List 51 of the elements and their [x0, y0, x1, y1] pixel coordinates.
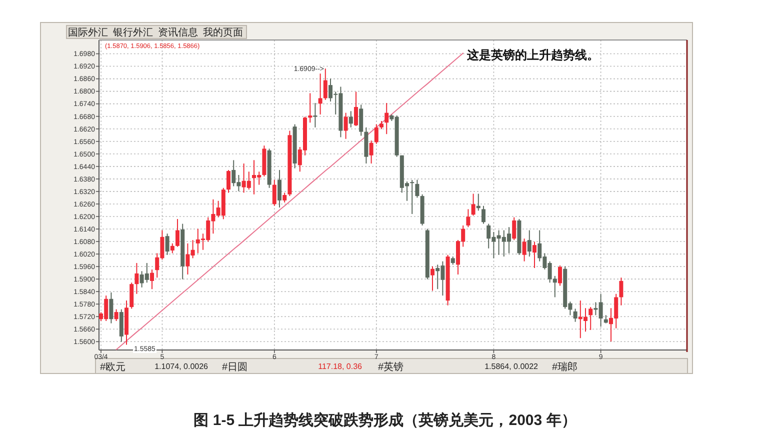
text: #欧元	[100, 362, 126, 373]
candlestick	[588, 306, 593, 330]
candlestick	[354, 91, 358, 126]
candlestick	[527, 230, 532, 258]
candlestick	[130, 282, 134, 310]
candlestick	[522, 238, 526, 262]
candlestick	[272, 179, 276, 206]
text: 资讯信息	[158, 26, 198, 38]
candlestick	[415, 179, 420, 198]
candlestick	[619, 277, 624, 306]
candlestick	[176, 218, 180, 248]
candlestick	[532, 241, 536, 269]
candlestick	[109, 292, 114, 324]
candlestick	[170, 242, 174, 254]
candlestick	[573, 308, 578, 322]
text: #日圆	[222, 362, 248, 373]
candlestick	[369, 140, 374, 164]
candlestick	[150, 268, 154, 290]
annotation: 这是英镑的上升趋势线。	[466, 48, 599, 62]
candlestick	[344, 112, 348, 140]
candlestick	[313, 102, 318, 128]
candlestick	[318, 73, 322, 115]
text: 1.1074, 0.0026	[154, 362, 209, 371]
candlestick	[348, 110, 353, 128]
candlestick	[278, 169, 282, 208]
candlestick	[282, 192, 287, 204]
candlestick	[482, 205, 486, 224]
candlestick	[308, 92, 312, 124]
text: #英镑	[378, 361, 404, 373]
candlestick	[466, 208, 470, 228]
text: 1.5864, 0.0022	[484, 362, 539, 371]
candlestick	[374, 124, 378, 144]
candlestick	[410, 179, 414, 214]
candlestick	[359, 104, 364, 136]
text: 117.18, 0.36	[318, 362, 363, 371]
candlestick	[226, 169, 230, 194]
text: 银行外汇	[112, 26, 153, 38]
text: #瑞郎	[552, 361, 578, 373]
candlestick	[430, 266, 434, 292]
candlestick	[165, 233, 170, 256]
text: 图 1-5 上升趋势线突破跌势形成（英镑兑美元，2003 年）	[194, 411, 576, 429]
candlestick	[558, 265, 562, 286]
candlestick	[114, 308, 118, 322]
line-series	[116, 52, 464, 350]
text: 国际外汇	[68, 26, 108, 38]
candlestick	[323, 68, 328, 100]
text: 我的页面	[203, 26, 243, 38]
candlestick	[512, 216, 516, 241]
candlestick	[471, 193, 476, 216]
candlestick	[134, 262, 139, 294]
candlestick	[384, 102, 389, 135]
